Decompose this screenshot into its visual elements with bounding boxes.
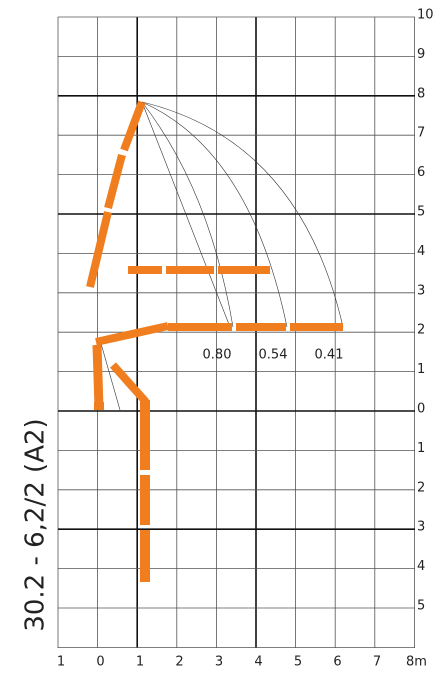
y-label: 2: [417, 323, 425, 338]
x-label: 4: [254, 655, 262, 670]
y-label: 6: [417, 165, 425, 180]
x-label: 1: [136, 655, 144, 670]
grid: [57, 16, 415, 648]
load-label: 0.54: [259, 348, 288, 363]
y-label: 3: [417, 520, 425, 535]
crane: [86, 100, 343, 582]
x-label: 5: [294, 655, 302, 670]
x-label: 3: [215, 655, 223, 670]
y-label: 4: [417, 559, 425, 574]
x-label: 7: [373, 655, 381, 670]
y-label: 7: [417, 126, 425, 141]
load-label: 0.80: [203, 348, 232, 363]
load-label: 0.41: [315, 348, 344, 363]
y-label: 2: [417, 480, 425, 495]
y-label: 0: [417, 402, 425, 417]
x-label: 1: [57, 655, 65, 670]
x-label: 0: [96, 655, 104, 670]
reach-curves: [99, 101, 344, 411]
title: 30.2 - 6,2/2 (A2): [21, 418, 51, 631]
y-label: 1: [417, 362, 425, 377]
x-label: 8m: [406, 655, 427, 670]
y-label: 5: [417, 599, 425, 614]
y-label: 1: [417, 441, 425, 456]
x-label: 6: [333, 655, 341, 670]
x-label: 2: [175, 655, 183, 670]
y-label: 5: [417, 205, 425, 220]
y-label: 10: [417, 8, 434, 23]
y-label: 9: [417, 47, 425, 62]
y-label: 4: [417, 244, 425, 259]
y-label: 3: [417, 283, 425, 298]
y-label: 8: [417, 86, 425, 101]
